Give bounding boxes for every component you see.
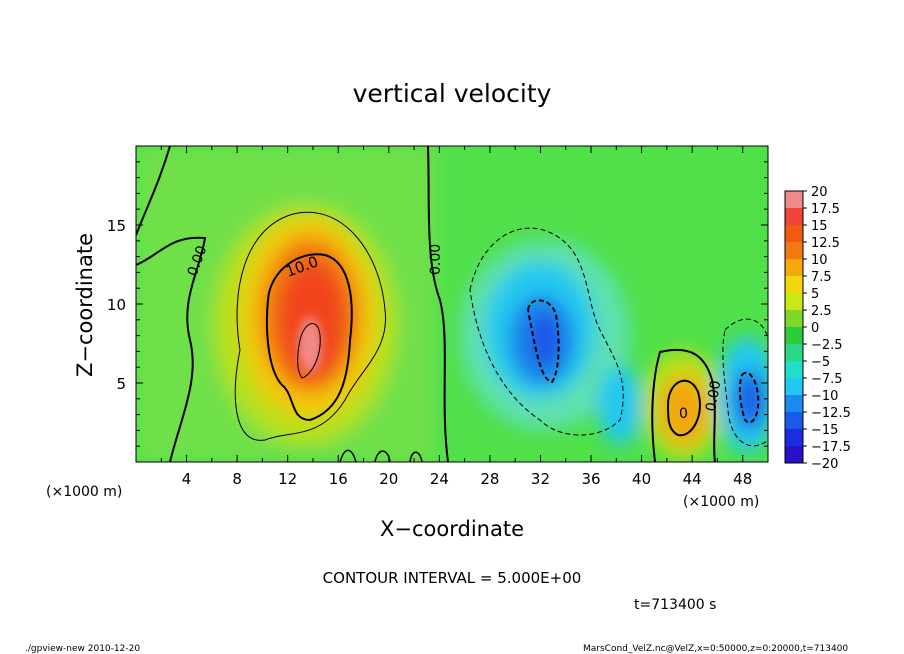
colorbar-swatch xyxy=(785,395,803,412)
x-tick-label: 16 xyxy=(329,470,348,488)
x-tick-label: 44 xyxy=(683,470,702,488)
x-axis-label: X−coordinate xyxy=(380,517,524,541)
colorbar-swatch xyxy=(785,225,803,242)
x-axis: 4 8 12 16 20 24 28 32 36 40 44 48 xyxy=(160,146,752,488)
colorbar-label: 0 xyxy=(811,321,819,336)
x-tick-label: 24 xyxy=(430,470,449,488)
x-unit-label-left: (×1000 m) xyxy=(46,484,122,500)
y-axis-label: Z−coordinate xyxy=(73,233,97,377)
x-tick-label: 20 xyxy=(379,470,398,488)
colorbar-swatch xyxy=(785,293,803,310)
contour-label: 0 xyxy=(679,406,688,422)
x-tick-label: 8 xyxy=(232,470,242,488)
colorbar-label: 15 xyxy=(811,219,828,234)
contour-neg-right-core xyxy=(738,371,760,424)
colorbar-swatch xyxy=(785,344,803,361)
contour-zero-mid xyxy=(427,146,449,462)
y-tick-label: 10 xyxy=(107,296,126,314)
y-axis: 5 10 15 xyxy=(107,161,768,447)
field-highlights xyxy=(298,317,557,373)
contour-label: 0.00 xyxy=(703,379,724,412)
downdraft2-core xyxy=(734,370,766,430)
colorbar-label: −10 xyxy=(811,389,838,404)
x-unit-label-right: (×1000 m) xyxy=(683,494,759,510)
colorbar-label: 10 xyxy=(811,253,828,268)
colorbar-label: 7.5 xyxy=(811,270,832,285)
y-tick-label: 15 xyxy=(107,217,126,235)
colorbar-label: −5 xyxy=(811,355,830,370)
colorbar-swatch xyxy=(785,361,803,378)
colorbar-label: 12.5 xyxy=(811,236,840,251)
plot-area: 0.00 10.0 0.00 0.00 0 xyxy=(136,146,768,462)
colorbar-label: 5 xyxy=(811,287,819,302)
time-label: t=713400 s xyxy=(634,597,716,613)
colorbar-label: 20 xyxy=(811,185,828,200)
x-tick-label: 48 xyxy=(733,470,752,488)
contour-ten-right xyxy=(666,379,701,437)
colorbar-swatch xyxy=(785,191,803,208)
contour-neg-ten xyxy=(526,299,560,384)
contour-neg-right xyxy=(722,318,768,447)
contour-ten xyxy=(265,253,353,422)
colorbar-swatch xyxy=(785,242,803,259)
colorbar-swatch xyxy=(785,327,803,344)
contour-interval: CONTOUR INTERVAL = 5.000E+00 xyxy=(323,569,582,587)
downdraft-peak xyxy=(533,318,557,362)
x-tick-label: 36 xyxy=(581,470,600,488)
x-tick-label: 32 xyxy=(531,470,550,488)
colorbar-label: −15 xyxy=(811,423,838,438)
colorbar-swatch xyxy=(785,446,803,463)
downdraft3 xyxy=(598,365,642,445)
colorbar-swatch xyxy=(785,259,803,276)
colorbar: 20 17.5 15 12.5 10 7.5 5 2.5 0 −2.5 −5 −7.5 −10 −12.5… xyxy=(784,185,851,472)
chart-title: vertical velocity xyxy=(353,79,552,108)
colorbar-swatch xyxy=(785,378,803,395)
colorbar-label: −12.5 xyxy=(811,406,851,421)
contour-five xyxy=(234,211,387,441)
contour-neg-five xyxy=(469,227,624,436)
colorbar-swatch xyxy=(785,429,803,446)
colorbar-label: −2.5 xyxy=(811,338,843,353)
updraft-peak xyxy=(298,317,322,373)
colorbar-swatch xyxy=(785,412,803,429)
contour-zero-right xyxy=(651,348,716,462)
colorbar-label: 2.5 xyxy=(811,304,832,319)
colorbar-label: −17.5 xyxy=(811,440,851,455)
footer-right: MarsCond_VelZ.nc@VelZ,x=0:50000,z=0:2000… xyxy=(583,644,848,654)
colorbar-label: −7.5 xyxy=(811,372,843,387)
contour-label: 0.00 xyxy=(428,244,444,275)
footer-left: ./gpview-new 2010-12-20 xyxy=(25,644,140,654)
y-tick-label: 5 xyxy=(116,375,126,393)
colorbar-swatch xyxy=(785,276,803,293)
contour-fifteen xyxy=(297,323,321,379)
x-tick-label: 40 xyxy=(632,470,651,488)
colorbar-swatch xyxy=(785,208,803,225)
colorbar-label: 17.5 xyxy=(811,202,840,217)
x-tick-label: 12 xyxy=(278,470,297,488)
colorbar-swatch xyxy=(785,310,803,327)
x-tick-label: 28 xyxy=(480,470,499,488)
colorbar-label: −20 xyxy=(811,457,838,472)
contour-zero-left xyxy=(136,236,207,462)
x-tick-label: 4 xyxy=(182,470,192,488)
